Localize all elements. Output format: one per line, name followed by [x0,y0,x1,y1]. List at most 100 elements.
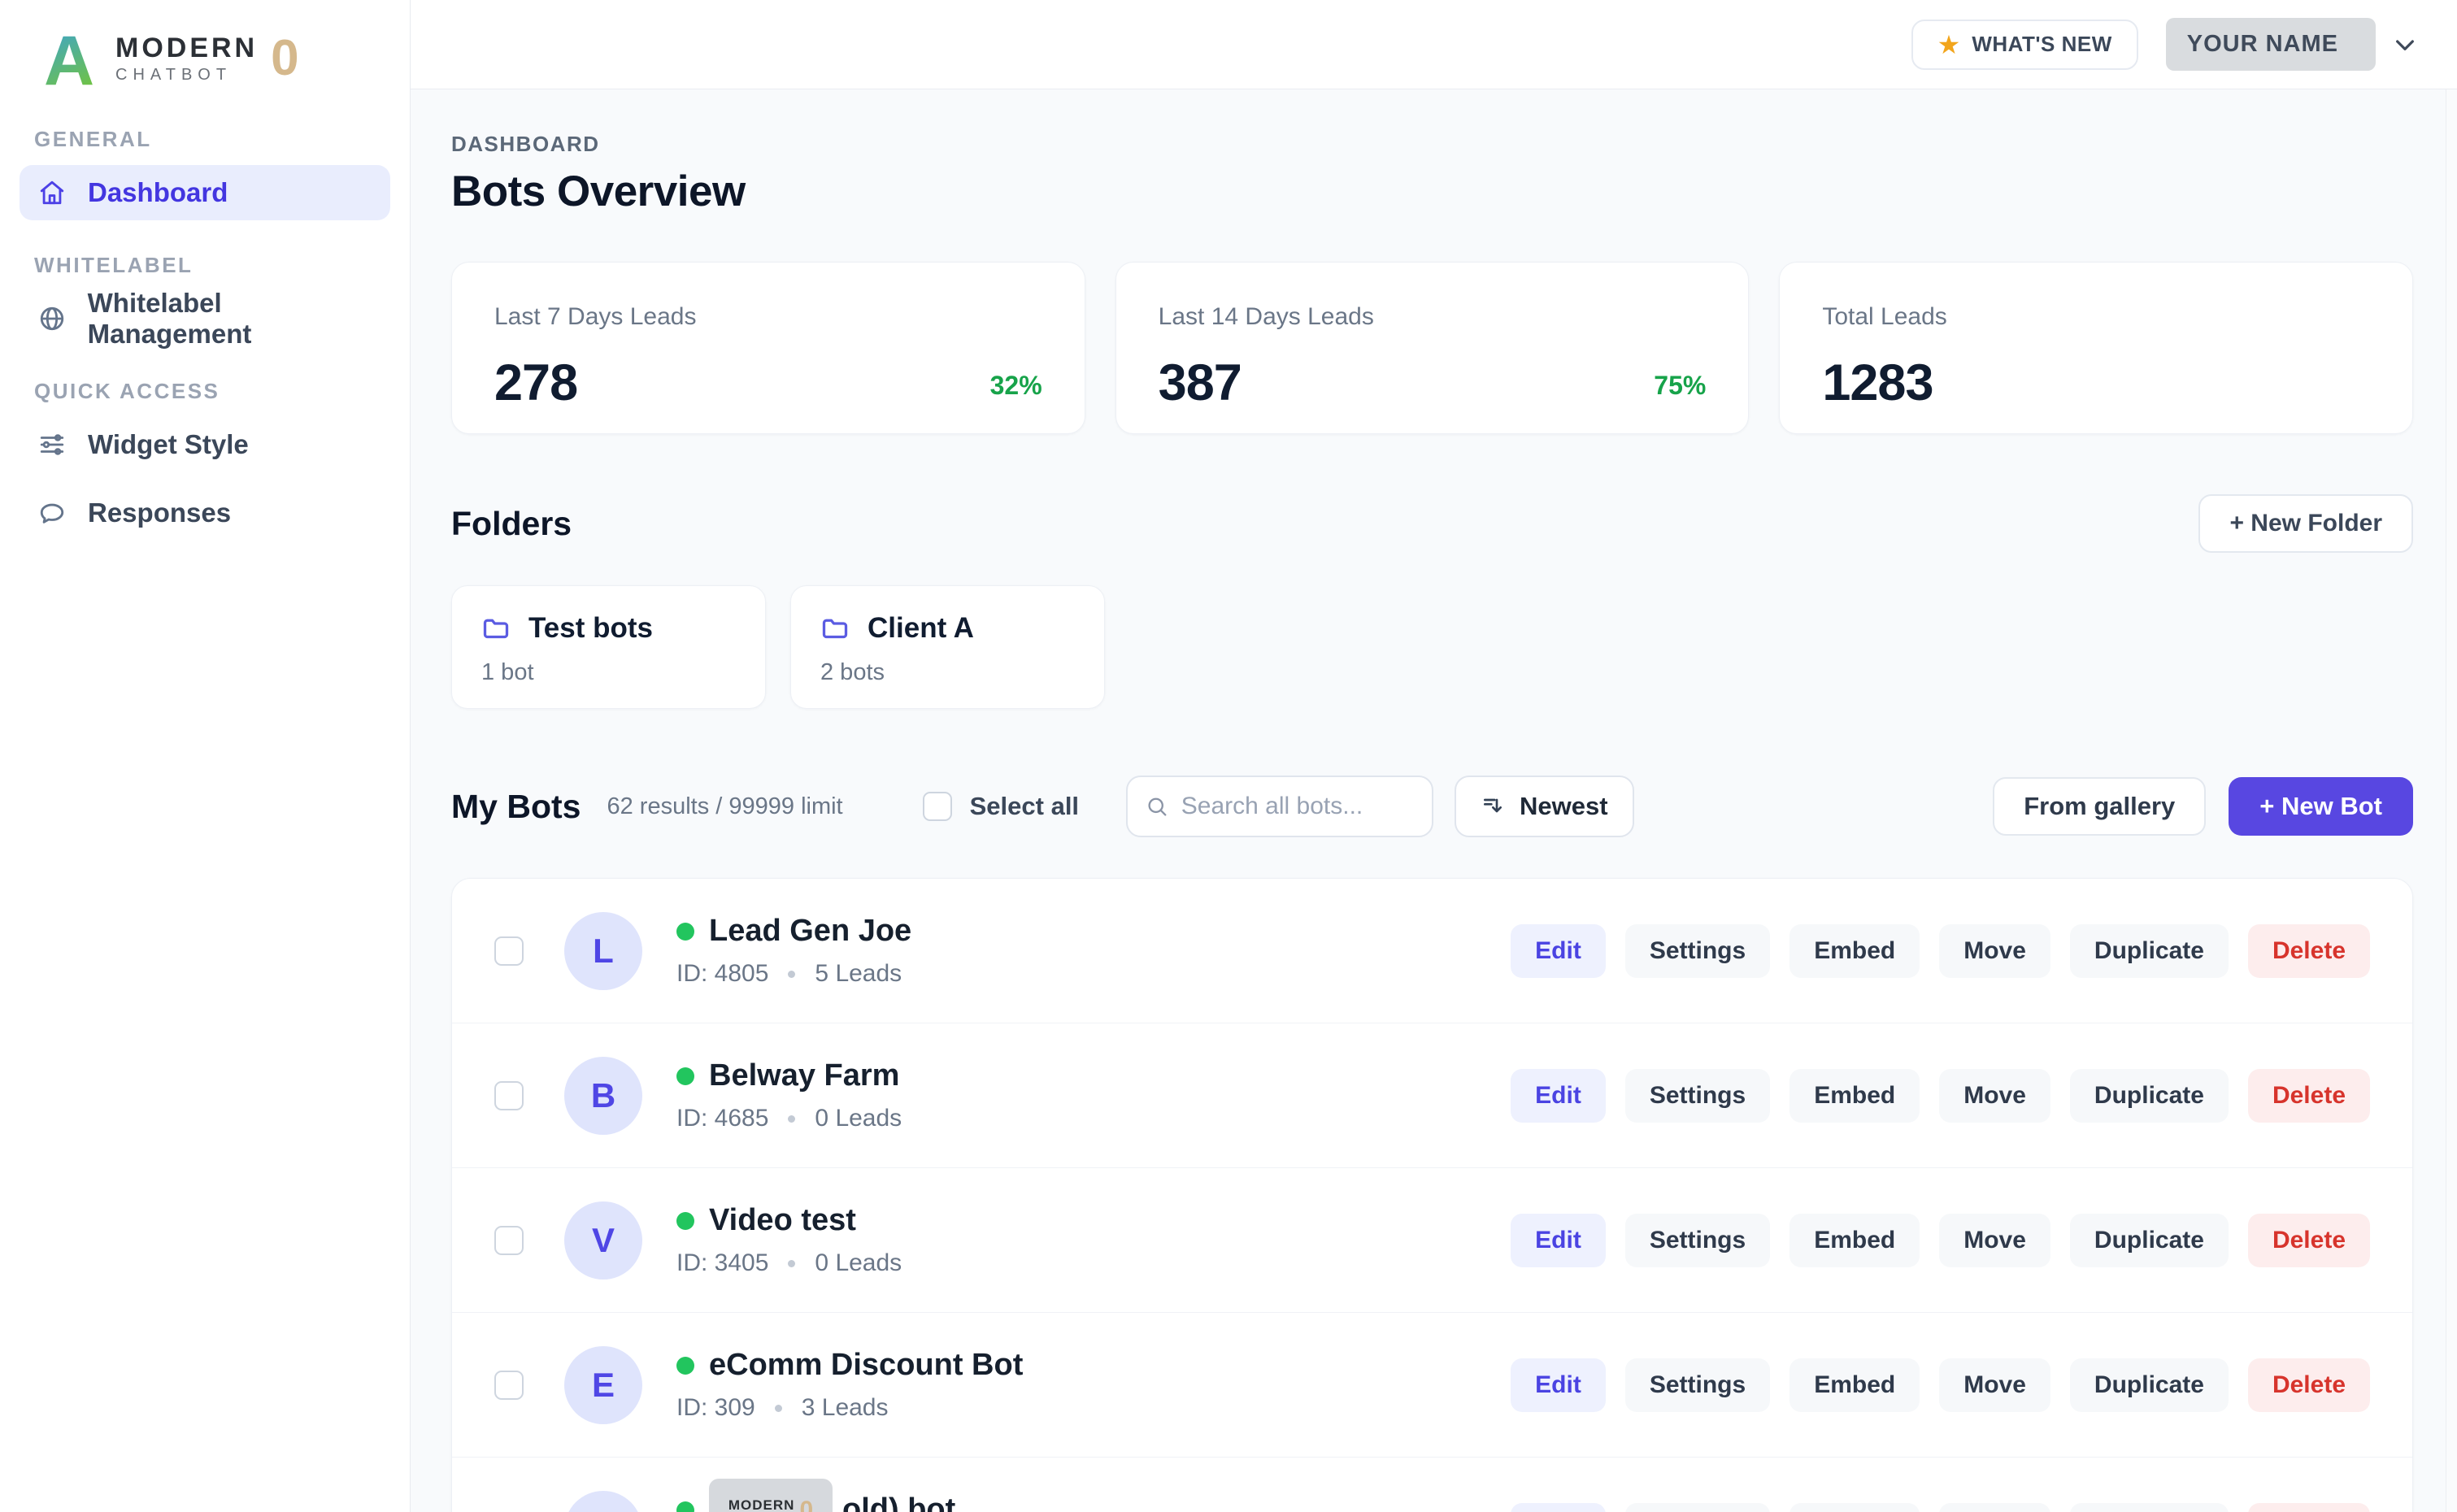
user-menu[interactable]: YOUR NAME [2165,18,2418,71]
stat-card-total-leads: Total Leads 1283 [1779,262,2414,434]
folder-count: 2 bots [820,659,885,685]
move-button[interactable]: Move [1939,1213,2050,1267]
embed-button[interactable]: Embed [1789,1068,1920,1123]
brand-logo-mark-icon: A [44,23,94,94]
embed-button[interactable]: Embed [1789,1358,1920,1412]
search-input[interactable] [1181,793,1415,820]
edit-button[interactable]: Edit [1511,1213,1606,1267]
redaction-logo: MODERN CHATBOT [728,1497,795,1512]
status-dot [676,1067,694,1085]
edit-button[interactable]: Edit [1511,1358,1606,1412]
bot-leads: 0 Leads [815,1249,902,1276]
sidebar-item-widget-style[interactable]: Widget Style [20,417,390,472]
new-bot-button[interactable]: + New Bot [2229,777,2413,836]
embed-button[interactable]: Embed [1789,1502,1920,1512]
bot-row: V MODERN CHATBOT 0 Video test ID: 3405 0… [452,1168,2412,1313]
sidebar-item-dashboard[interactable]: Dashboard [20,165,390,220]
stat-percent: 32% [989,371,1042,400]
bot-row: A MODERN CHATBOT 0 old) bot ID: 308 0 Le… [452,1458,2412,1512]
bot-row: L MODERN CHATBOT 0 Lead Gen Joe ID: 4805… [452,879,2412,1023]
folder-name: Test bots [528,612,653,644]
sidebar-item-responses[interactable]: Responses [20,485,390,541]
sidebar-item-label: Widget Style [88,429,249,459]
edit-button[interactable]: Edit [1511,1502,1606,1512]
embed-button[interactable]: Embed [1789,923,1920,978]
nav-section-general: GENERAL [34,127,152,151]
sort-descending-icon [1484,798,1502,813]
settings-button[interactable]: Settings [1624,1068,1771,1123]
results-count: 62 results / 99999 limit [607,793,843,819]
sidebar-item-label: Responses [88,497,232,528]
bot-actions: Edit Settings Embed Move Duplicate Delet… [1511,923,2370,978]
from-gallery-button[interactable]: From gallery [1993,777,2207,836]
edit-button[interactable]: Edit [1511,923,1606,978]
settings-button[interactable]: Settings [1624,1213,1771,1267]
duplicate-button[interactable]: Duplicate [2069,1358,2229,1412]
meta-separator-dot [788,1114,796,1123]
svg-text:A: A [44,23,94,94]
folder-icon [483,619,509,639]
settings-button[interactable]: Settings [1624,1358,1771,1412]
search-box [1126,776,1434,837]
settings-button[interactable]: Settings [1624,1502,1771,1512]
delete-button[interactable]: Delete [2247,1502,2370,1512]
status-dot [676,922,694,941]
settings-button[interactable]: Settings [1624,923,1771,978]
move-button[interactable]: Move [1939,923,2050,978]
folder-card-test-bots[interactable]: Test bots 1 bot [451,585,766,709]
bot-id: ID: 4805 [676,960,769,987]
stats-row: Last 7 Days Leads 278 32% Last 14 Days L… [451,262,2414,434]
bot-checkbox[interactable] [494,1225,524,1255]
bot-avatar: B [564,1056,642,1135]
folder-name: Client A [868,612,974,644]
whats-new-button[interactable]: ★ WHAT'S NEW [1911,19,2138,70]
bot-id: ID: 3405 [676,1249,769,1276]
bot-leads: 0 Leads [815,1105,902,1132]
redacted-name-chip: MODERN CHATBOT 0 [709,1478,833,1512]
bot-checkbox[interactable] [494,1080,524,1110]
move-button[interactable]: Move [1939,1068,2050,1123]
sort-button[interactable]: Newest [1455,776,1634,837]
sidebar-item-label: Whitelabel Management [87,288,252,349]
select-all-checkbox[interactable] [922,792,952,821]
folders-title: Folders [451,504,572,542]
bot-name: eComm Discount Bot [709,1348,1024,1382]
brand-word-top: MODERN [115,33,259,63]
chevron-down-icon [2396,39,2414,50]
bot-list: L MODERN CHATBOT 0 Lead Gen Joe ID: 4805… [451,878,2413,1512]
stat-value: 387 [1158,354,1242,411]
nav-section-quick-access: QUICK ACCESS [34,379,220,403]
sidebar-item-whitelabel-management[interactable]: Whitelabel Management [20,288,390,349]
duplicate-button[interactable]: Duplicate [2069,923,2229,978]
scrollbar[interactable] [2446,0,2457,1512]
bot-leads: 3 Leads [801,1394,889,1421]
bot-name: Lead Gen Joe [709,914,912,948]
delete-button[interactable]: Delete [2247,1358,2370,1412]
globe-icon [37,304,67,333]
home-icon [37,178,67,207]
move-button[interactable]: Move [1939,1358,2050,1412]
edit-button[interactable]: Edit [1511,1068,1606,1123]
status-dot [676,1211,694,1230]
bot-row: B MODERN CHATBOT 0 Belway Farm ID: 4685 … [452,1023,2412,1168]
bot-checkbox[interactable] [494,1370,524,1400]
folder-card-client-a[interactable]: Client A 2 bots [790,585,1105,709]
bot-checkbox[interactable] [494,936,524,966]
stat-value: 278 [494,354,578,411]
duplicate-button[interactable]: Duplicate [2069,1068,2229,1123]
embed-button[interactable]: Embed [1789,1213,1920,1267]
folder-cards: Test bots 1 bot Client A 2 bots [451,585,2413,709]
duplicate-button[interactable]: Duplicate [2069,1502,2229,1512]
folder-icon [822,619,848,639]
bot-actions: Edit Settings Embed Move Duplicate Delet… [1511,1213,2370,1267]
duplicate-button[interactable]: Duplicate [2069,1213,2229,1267]
delete-button[interactable]: Delete [2247,1068,2370,1123]
new-folder-button[interactable]: + New Folder [2198,494,2413,553]
topbar: ★ WHAT'S NEW YOUR NAME [411,0,2457,89]
main-content: DASHBOARD Bots Overview Last 7 Days Lead… [411,89,2446,1512]
delete-button[interactable]: Delete [2247,923,2370,978]
bot-avatar: E [564,1345,642,1424]
delete-button[interactable]: Delete [2247,1213,2370,1267]
move-button[interactable]: Move [1939,1502,2050,1512]
folder-count: 1 bot [481,659,534,685]
